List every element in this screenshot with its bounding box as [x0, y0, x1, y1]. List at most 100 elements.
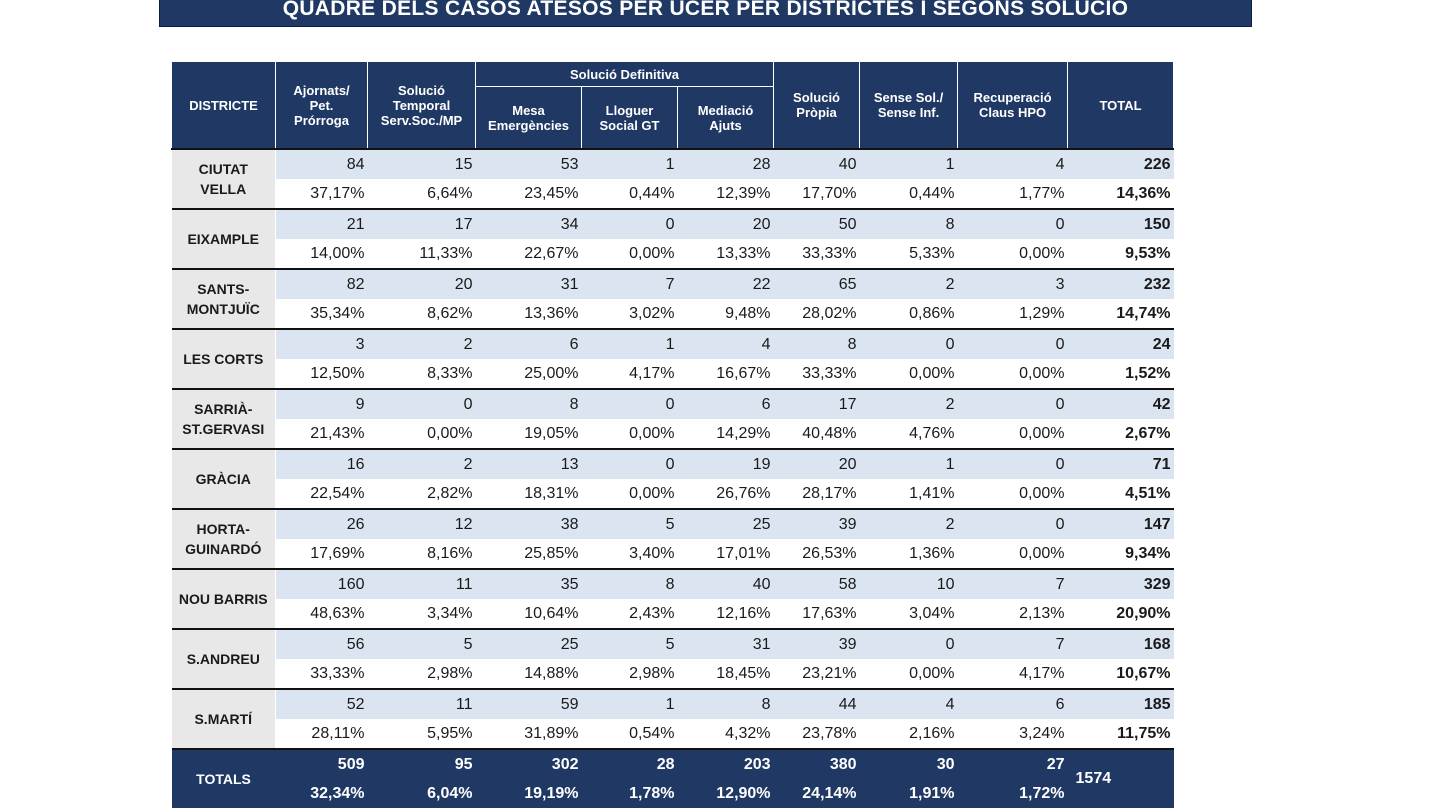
row-total-percent: 2,67% [1067, 419, 1174, 449]
percent-cell: 40,48% [773, 419, 860, 449]
count-cell: 25 [677, 508, 774, 539]
row-total: 232 [1067, 268, 1174, 299]
row-total-percent: 11,75% [1067, 719, 1174, 749]
count-cell: 50 [773, 208, 860, 239]
row-total: 226 [1067, 148, 1174, 179]
table-row: 17,69% 8,16% 25,85% 3,40% 17,01% 26,53% 1,36% 0… [172, 539, 1174, 569]
count-cell: 9 [275, 388, 368, 419]
percent-cell: 1,29% [957, 299, 1068, 329]
count-cell: 12 [367, 508, 476, 539]
percent-cell: 0,00% [581, 239, 678, 269]
percent-cell: 10,64% [475, 599, 582, 629]
count-cell: 2 [859, 268, 958, 299]
count-cell: 6 [957, 688, 1068, 719]
row-total: 24 [1067, 328, 1174, 359]
percent-cell: 0,44% [859, 179, 958, 209]
percent-cell: 1,41% [859, 479, 958, 509]
percent-cell: 12,50% [275, 359, 368, 389]
row-total: 185 [1067, 688, 1174, 719]
percent-cell: 28,17% [773, 479, 860, 509]
percent-cell: 13,33% [677, 239, 774, 269]
percent-cell: 23,45% [475, 179, 582, 209]
totals-percent: 1,91% [859, 779, 958, 808]
percent-cell: 0,00% [859, 359, 958, 389]
row-total-percent: 20,90% [1067, 599, 1174, 629]
percent-cell: 28,11% [275, 719, 368, 749]
count-cell: 40 [773, 148, 860, 179]
totals-count: 380 [773, 748, 860, 779]
percent-cell: 22,54% [275, 479, 368, 509]
district-name: CIUTAT VELLA [171, 148, 276, 209]
count-cell: 26 [275, 508, 368, 539]
count-cell: 8 [859, 208, 958, 239]
totals-percent: 1,72% [957, 779, 1068, 808]
table-row: 12,50% 8,33% 25,00% 4,17% 16,67% 33,33% 0,00% 0… [172, 359, 1174, 389]
percent-cell: 17,70% [773, 179, 860, 209]
count-cell: 7 [957, 628, 1068, 659]
percent-cell: 3,04% [859, 599, 958, 629]
percent-cell: 33,33% [275, 659, 368, 689]
row-total-percent: 14,36% [1067, 179, 1174, 209]
count-cell: 0 [581, 448, 678, 479]
count-cell: 8 [773, 328, 860, 359]
count-cell: 59 [475, 688, 582, 719]
count-cell: 5 [581, 628, 678, 659]
count-cell: 4 [957, 148, 1068, 179]
count-cell: 0 [367, 388, 476, 419]
table-row: LES CORTS 3 2 6 1 4 8 0 0 24 [171, 328, 1174, 389]
percent-cell: 4,32% [677, 719, 774, 749]
table-row: GRÀCIA 16 2 13 0 19 20 1 0 71 [171, 448, 1174, 509]
count-cell: 82 [275, 268, 368, 299]
row-total: 150 [1067, 208, 1174, 239]
row-total: 147 [1067, 508, 1174, 539]
percent-cell: 8,33% [367, 359, 476, 389]
table-row: 21,43% 0,00% 19,05% 0,00% 14,29% 40,48% 4,76% 0… [172, 419, 1174, 449]
header-lloguer: Lloguer Social GT [581, 86, 678, 150]
percent-cell: 2,82% [367, 479, 476, 509]
district-name: NOU BARRIS [171, 568, 276, 629]
count-cell: 11 [367, 568, 476, 599]
percent-cell: 3,02% [581, 299, 678, 329]
totals-count: 203 [677, 748, 774, 779]
count-cell: 0 [957, 508, 1068, 539]
header-sense: Sense Sol./Sense Inf. [859, 61, 959, 150]
row-total-percent: 9,53% [1067, 239, 1174, 269]
district-name: GRÀCIA [171, 448, 276, 509]
count-cell: 4 [677, 328, 774, 359]
grand-total: 1574 [1067, 748, 1174, 808]
percent-cell: 0,00% [957, 479, 1068, 509]
row-total: 42 [1067, 388, 1174, 419]
count-cell: 56 [275, 628, 368, 659]
row-total: 71 [1067, 448, 1174, 479]
count-cell: 13 [475, 448, 582, 479]
percent-cell: 23,21% [773, 659, 860, 689]
count-cell: 1 [859, 148, 958, 179]
percent-cell: 0,00% [957, 539, 1068, 569]
header-definitiva: Solució Definitiva [474, 61, 775, 87]
count-cell: 28 [677, 148, 774, 179]
count-cell: 1 [581, 688, 678, 719]
count-cell: 0 [859, 628, 958, 659]
totals-label: TOTALS [171, 748, 276, 808]
table-row: 28,11% 5,95% 31,89% 0,54% 4,32% 23,78% 2,16% 3,… [172, 719, 1174, 749]
count-cell: 34 [475, 208, 582, 239]
table-row: HORTA- GUINARDÓ 26 12 38 5 25 39 2 0 147 [171, 508, 1174, 569]
percent-cell: 2,16% [859, 719, 958, 749]
count-cell: 0 [581, 388, 678, 419]
count-cell: 2 [367, 448, 476, 479]
percent-cell: 28,02% [773, 299, 860, 329]
percent-cell: 18,31% [475, 479, 582, 509]
percent-cell: 3,34% [367, 599, 476, 629]
table-row: S.ANDREU 56 5 25 5 31 39 0 7 168 [171, 628, 1174, 689]
header-district: DISTRICTE [171, 61, 276, 150]
count-cell: 39 [773, 628, 860, 659]
header-recuperacio: Recuperació Claus HPO [957, 61, 1069, 150]
percent-cell: 4,17% [957, 659, 1068, 689]
totals-percent: 24,14% [773, 779, 860, 808]
count-cell: 39 [773, 508, 860, 539]
count-cell: 58 [773, 568, 860, 599]
totals-row: 32,34% 6,04% 19,19% 1,78% 12,90% 24,14% 1,91% 1… [172, 779, 1174, 808]
count-cell: 2 [859, 508, 958, 539]
percent-cell: 37,17% [275, 179, 368, 209]
percent-cell: 2,98% [367, 659, 476, 689]
